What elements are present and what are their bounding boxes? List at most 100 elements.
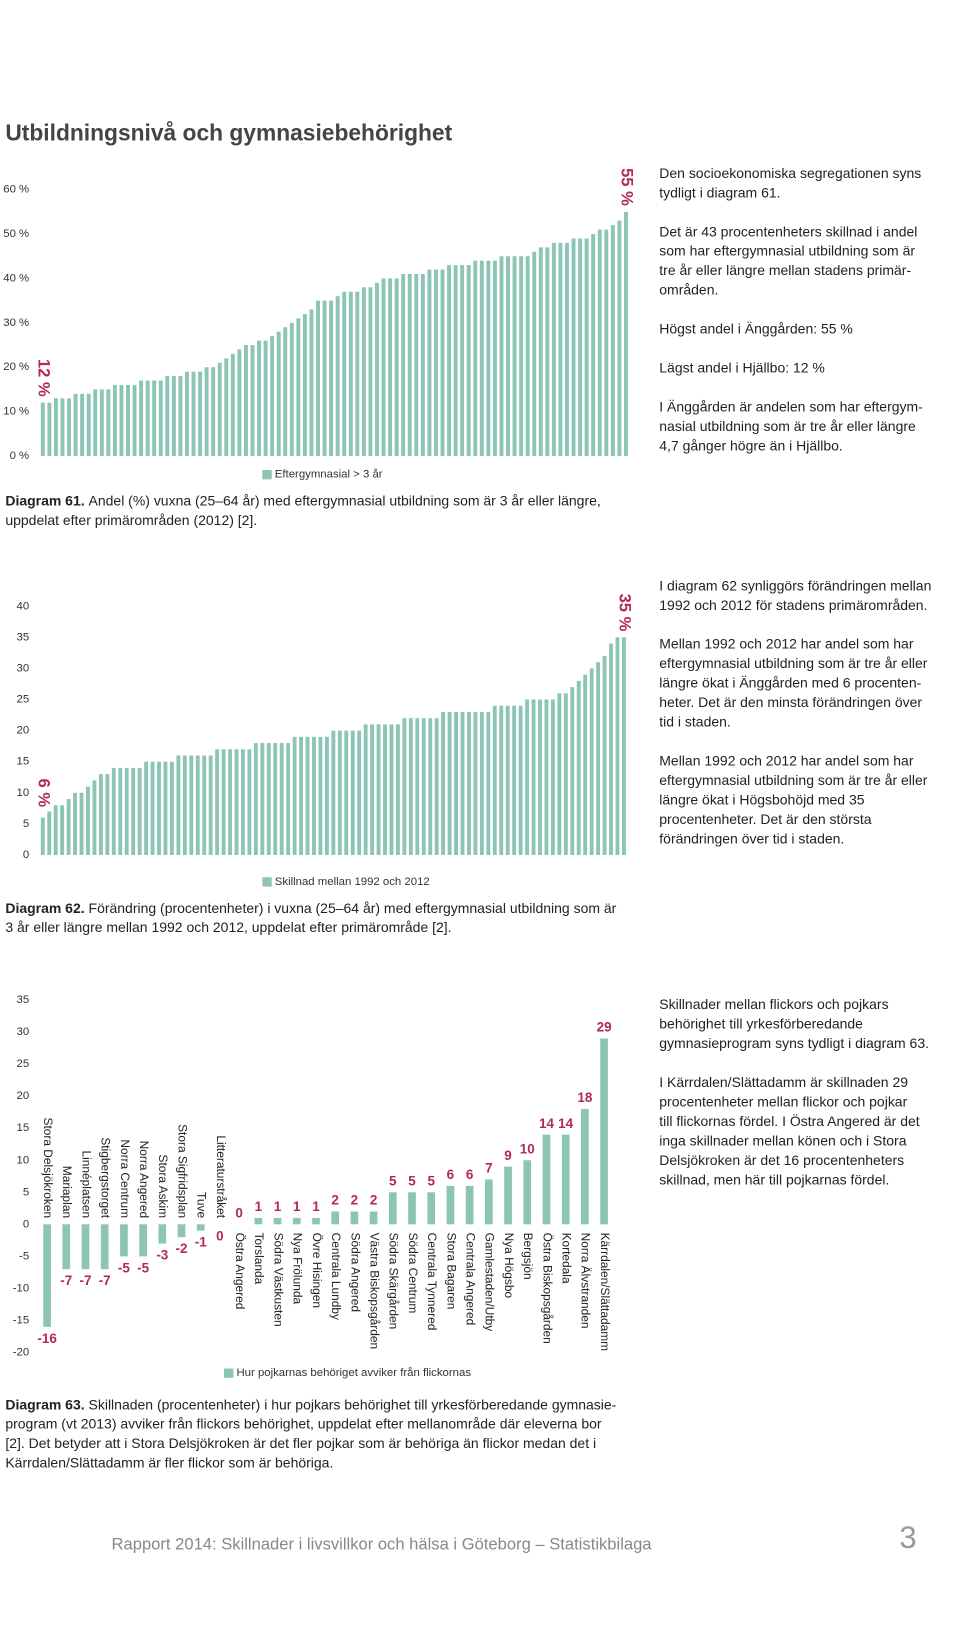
category-label: Södra Centrum bbox=[406, 1233, 420, 1314]
side-text-line: behörighet till yrkesförberedande bbox=[659, 1015, 863, 1031]
bar bbox=[150, 761, 155, 855]
bar bbox=[132, 384, 137, 456]
bar bbox=[73, 792, 78, 855]
bar bbox=[165, 376, 170, 456]
bar bbox=[119, 384, 124, 456]
data-label: 10 bbox=[520, 1141, 535, 1156]
bar bbox=[421, 718, 426, 855]
bar bbox=[66, 799, 71, 855]
bar bbox=[561, 1134, 570, 1225]
bar bbox=[318, 736, 323, 855]
category-label: Centrala Angered bbox=[463, 1233, 477, 1326]
category-label: Linnéplatsen bbox=[79, 1151, 93, 1219]
side-text-line: tre år eller längre mellan stadens primä… bbox=[659, 262, 911, 278]
bar bbox=[454, 711, 458, 855]
side-text-line: Den socioekonomiska segregationen syns bbox=[659, 165, 921, 181]
category-label: Västra Biskopsgården bbox=[367, 1233, 381, 1349]
bar bbox=[473, 260, 478, 456]
caption-text: Andel (%) vuxna (25–64 år) med eftergymn… bbox=[89, 492, 601, 508]
data-label: -1 bbox=[195, 1235, 207, 1250]
bar bbox=[250, 345, 255, 456]
category-label: Mariaplan bbox=[60, 1166, 74, 1218]
bar bbox=[407, 273, 412, 456]
bar bbox=[312, 736, 316, 855]
data-label: -5 bbox=[137, 1260, 149, 1275]
bar bbox=[106, 389, 111, 456]
y-tick-label: 60 % bbox=[3, 184, 29, 196]
bar bbox=[621, 637, 626, 855]
bar bbox=[551, 242, 556, 456]
bar bbox=[576, 680, 581, 855]
bar bbox=[525, 256, 530, 456]
category-label: Nya Högsbo bbox=[502, 1233, 516, 1299]
bar bbox=[144, 761, 149, 855]
bar bbox=[47, 402, 52, 456]
bar bbox=[617, 220, 622, 456]
bar bbox=[381, 278, 386, 456]
legend-swatch bbox=[262, 877, 272, 887]
bar bbox=[73, 393, 78, 456]
bar bbox=[597, 229, 602, 456]
category-label: Torslanda bbox=[252, 1233, 266, 1285]
side-text-line: eftergymnasial utbildning som är tre år … bbox=[659, 772, 927, 788]
bar bbox=[215, 749, 220, 855]
bar bbox=[176, 755, 181, 855]
y-tick-label: 5 bbox=[23, 1186, 29, 1198]
category-label: Norra Centrum bbox=[118, 1139, 132, 1218]
bar bbox=[286, 743, 291, 855]
category-label: Södra Västkusten bbox=[271, 1233, 285, 1327]
bar bbox=[305, 736, 310, 855]
bar bbox=[596, 662, 601, 855]
side-text-line: områden. bbox=[659, 282, 718, 298]
caption-line: [2]. Det betyder att i Stora Delsjökroke… bbox=[5, 1435, 596, 1451]
bar bbox=[383, 724, 387, 855]
bar bbox=[427, 269, 432, 456]
bar bbox=[98, 774, 103, 855]
bar bbox=[414, 273, 419, 456]
bar bbox=[350, 1211, 359, 1225]
bar bbox=[602, 656, 607, 855]
bar bbox=[302, 313, 307, 456]
bar bbox=[447, 711, 452, 855]
data-label: 2 bbox=[331, 1193, 339, 1208]
bar bbox=[171, 376, 176, 456]
category-label: Nya Frölunda bbox=[291, 1233, 305, 1305]
y-tick-label: 0 % bbox=[10, 450, 30, 462]
y-tick-label: 40 bbox=[17, 600, 30, 612]
bar bbox=[270, 336, 275, 456]
bar bbox=[388, 278, 393, 456]
bar bbox=[120, 1224, 128, 1257]
bar bbox=[408, 1192, 416, 1225]
bar bbox=[523, 1160, 532, 1225]
bar bbox=[446, 1185, 455, 1225]
bar bbox=[40, 402, 45, 456]
bar bbox=[217, 362, 222, 456]
caption-label: Diagram 63. bbox=[5, 1396, 84, 1412]
bar bbox=[499, 256, 504, 456]
bar bbox=[312, 1217, 320, 1225]
bar bbox=[139, 1224, 147, 1257]
y-tick-label: -20 bbox=[13, 1346, 29, 1358]
bar bbox=[241, 749, 245, 855]
y-tick-label: 0 bbox=[23, 849, 29, 861]
bar bbox=[485, 1179, 493, 1225]
bar bbox=[440, 269, 445, 456]
bar bbox=[105, 774, 110, 855]
bar bbox=[542, 1134, 551, 1225]
bar bbox=[185, 371, 189, 456]
caption-line: 3 år eller längre mellan 1992 och 2012, … bbox=[5, 919, 451, 935]
bar bbox=[260, 743, 265, 855]
bar bbox=[228, 749, 232, 855]
page-title: Utbildningsnivå och gymnasiebehörighet bbox=[5, 120, 452, 146]
bar bbox=[460, 265, 465, 456]
bar bbox=[532, 251, 537, 456]
bar bbox=[570, 687, 575, 855]
bar bbox=[182, 755, 187, 855]
bar bbox=[208, 755, 213, 855]
category-label: Gamlestaden/Utby bbox=[483, 1233, 497, 1332]
bar bbox=[420, 273, 425, 456]
bar bbox=[486, 711, 491, 855]
side-text-line: Mellan 1992 och 2012 har andel som har bbox=[659, 753, 914, 769]
